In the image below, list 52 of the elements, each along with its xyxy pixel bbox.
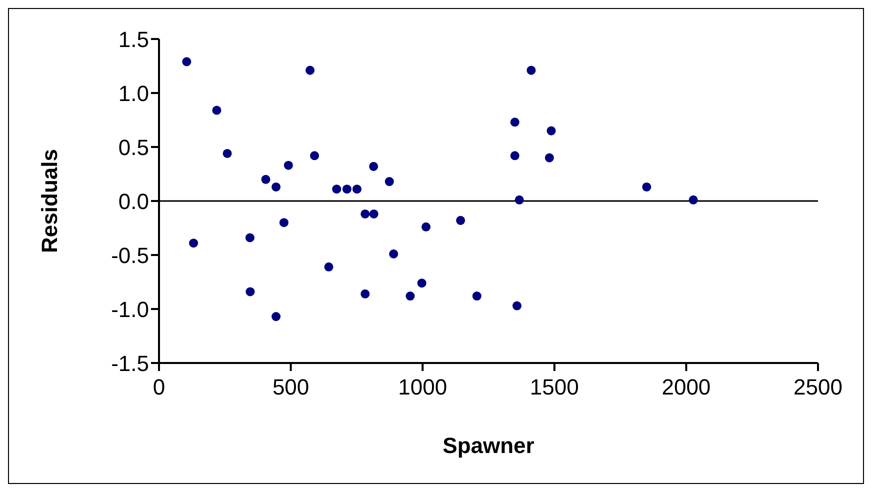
x-tick-label: 500	[272, 374, 310, 400]
y-tick-label: -1.5	[111, 350, 149, 376]
point	[406, 292, 415, 301]
x-tick-label: 2000	[662, 374, 711, 400]
y-tick-label: 0.0	[118, 188, 149, 214]
y-tick-label: -0.5	[111, 242, 149, 268]
y-axis-title: Residuals	[36, 149, 62, 253]
point	[222, 148, 232, 158]
point	[352, 184, 362, 194]
point	[526, 66, 536, 75]
point	[514, 195, 524, 204]
point	[272, 312, 281, 322]
x-tick-label: 2500	[794, 374, 842, 400]
point	[284, 160, 293, 170]
point	[384, 177, 394, 186]
point	[342, 184, 352, 194]
point	[245, 233, 254, 242]
point	[688, 195, 698, 204]
point	[212, 106, 222, 115]
point	[510, 151, 520, 160]
point	[369, 162, 378, 171]
point	[310, 151, 320, 160]
point	[306, 66, 315, 75]
point	[417, 278, 426, 288]
point	[324, 262, 334, 272]
point	[642, 182, 652, 192]
point	[472, 292, 482, 301]
point	[422, 222, 431, 232]
y-tick-label: 1.5	[118, 26, 149, 52]
point	[369, 209, 378, 218]
y-tick-label: 0.5	[118, 134, 149, 160]
x-axis-title: Spawner	[442, 433, 535, 458]
point	[360, 209, 370, 218]
point	[544, 153, 554, 162]
point	[332, 184, 342, 194]
y-tick-label: 1.0	[118, 80, 149, 106]
point	[182, 57, 192, 66]
point	[189, 238, 198, 248]
point	[510, 118, 520, 127]
x-tick-label: 1000	[398, 374, 448, 400]
point	[272, 182, 281, 192]
point	[360, 289, 370, 298]
x-tick-label: 0	[152, 374, 166, 400]
point	[456, 216, 466, 225]
y-tick-label: -1.0	[111, 296, 149, 322]
point	[389, 249, 398, 258]
point	[279, 218, 288, 228]
point	[512, 301, 522, 310]
point	[546, 126, 556, 136]
point	[246, 287, 255, 296]
x-tick-label: 1500	[530, 374, 579, 400]
point	[261, 174, 270, 184]
